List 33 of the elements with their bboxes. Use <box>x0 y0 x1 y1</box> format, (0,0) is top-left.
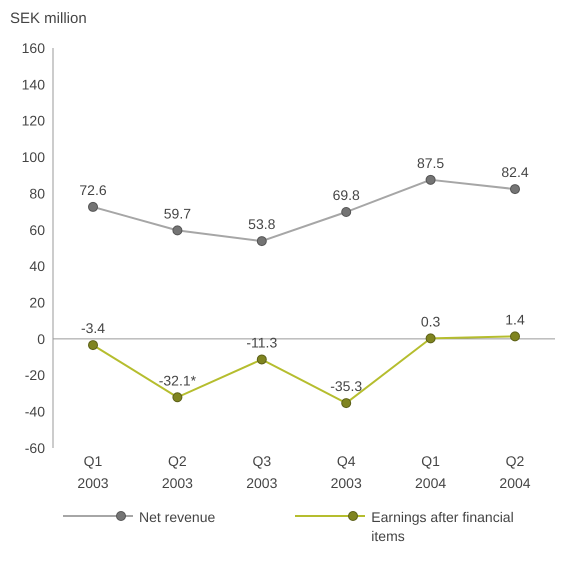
data-label: -32.1* <box>158 372 197 388</box>
y-tick-label: 0 <box>37 330 46 347</box>
y-tick-label: -20 <box>24 367 46 384</box>
x-tick-label: Q1 2003 <box>77 453 109 491</box>
x-tick-label: Q3 2003 <box>246 453 278 491</box>
data-label: 87.5 <box>416 154 444 171</box>
y-tick-label: 60 <box>29 222 46 238</box>
x-tick-label: Q2 2004 <box>499 453 531 491</box>
data-label: -35.3 <box>330 378 362 394</box>
y-axis-title: SEK million <box>10 10 87 27</box>
y-tick-label: 120 <box>22 112 46 129</box>
legend-label: Net revenue <box>139 508 216 527</box>
y-tick-label: 40 <box>29 258 46 274</box>
data-label: -11.3 <box>246 334 278 350</box>
data-label: 72.6 <box>79 182 107 198</box>
legend-label: Earnings after financial items <box>371 508 515 546</box>
x-tick-label: Q1 2004 <box>415 453 446 491</box>
y-tick-label: -60 <box>24 440 46 456</box>
data-label: 82.4 <box>501 164 529 180</box>
y-tick-label: 20 <box>29 294 46 311</box>
data-label: 69.8 <box>332 187 360 203</box>
data-label: 53.8 <box>248 216 276 232</box>
x-tick-label: Q2 2003 <box>162 453 194 491</box>
y-tick-label: 140 <box>22 76 46 92</box>
y-tick-label: 160 <box>22 40 46 56</box>
y-tick-label: -40 <box>24 404 46 420</box>
data-label: 0.3 <box>420 313 441 330</box>
y-tick-label: 100 <box>22 149 46 166</box>
data-label: -3.4 <box>80 320 106 336</box>
y-tick-label: 80 <box>29 185 46 202</box>
data-label: 59.7 <box>164 205 192 222</box>
data-label: 1.4 <box>505 311 525 328</box>
x-tick-label: Q4 2003 <box>330 453 362 491</box>
